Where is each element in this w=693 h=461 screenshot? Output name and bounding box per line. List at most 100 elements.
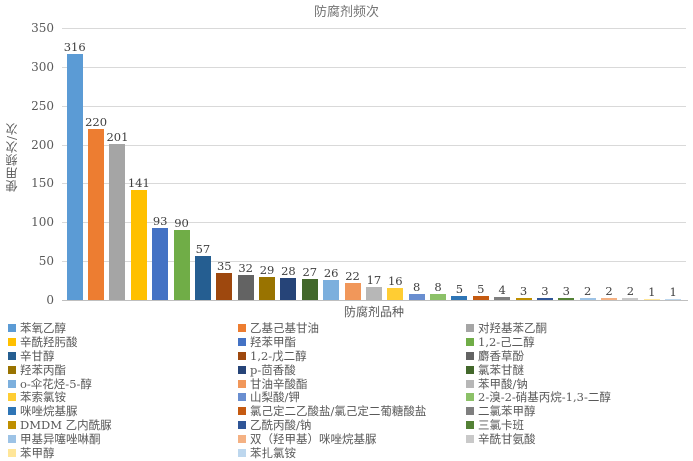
legend-label: 氯苯甘醚: [478, 362, 524, 377]
legend-swatch-icon: [238, 435, 246, 444]
legend-item-18: 2-溴-2-硝基丙烷-1,3-二醇: [466, 390, 693, 404]
legend-label: 羟苯甲酯: [250, 334, 296, 349]
legend-label: 苯索氯铵: [20, 390, 66, 405]
bar-value-label: 1: [669, 285, 677, 299]
bar-slot-29: 1: [663, 28, 684, 300]
bar-slot-17: 8: [406, 28, 427, 300]
bar: [152, 228, 169, 300]
bar-value-label: 2: [584, 284, 592, 298]
legend-label: 1,2-戊二醇: [250, 348, 307, 363]
legend-swatch-icon: [8, 393, 16, 402]
legend-label: 双（羟甲基）咪唑烷基脲: [250, 432, 377, 447]
bar-slot-10: 29: [256, 28, 277, 300]
legend-swatch-icon: [8, 407, 16, 416]
bar: [194, 256, 211, 300]
bar-slot-22: 3: [513, 28, 534, 300]
legend-swatch-icon: [466, 365, 474, 374]
bar-value-label: 35: [216, 259, 232, 273]
legend-item-12: 氯苯甘醚: [466, 363, 693, 377]
x-axis-title: 防腐剂品种: [343, 305, 404, 319]
legend-label: 苯甲酸/钠: [478, 376, 528, 391]
legend-swatch-icon: [238, 337, 246, 346]
bar: [323, 280, 340, 300]
bar-slot-11: 28: [278, 28, 299, 300]
legend-label: 氯己定二乙酸盐/氯己定二葡糖酸盐: [250, 404, 427, 419]
bar-slot-14: 22: [342, 28, 363, 300]
legend-item-4: 辛酰羟肟酸: [8, 335, 238, 349]
legend-label: 山梨酸/钾: [250, 390, 300, 405]
legend-label: 1,2-己二醇: [478, 334, 535, 349]
gridline-300: [62, 67, 686, 68]
legend-item-1: 苯氧乙醇: [8, 321, 238, 335]
bar-slot-21: 4: [492, 28, 513, 300]
legend-label: 羟苯丙酯: [20, 362, 66, 377]
legend-item-5: 羟苯甲酯: [238, 335, 466, 349]
bar: [365, 287, 382, 300]
legend-swatch-icon: [8, 351, 16, 360]
bar-slot-19: 5: [449, 28, 470, 300]
legend-item-17: 山梨酸/钾: [238, 390, 466, 404]
y-tick-label-300: 300: [31, 60, 54, 74]
legend-swatch-icon: [466, 393, 474, 402]
bar: [536, 298, 553, 300]
bar-slot-5: 93: [150, 28, 171, 300]
legend-swatch-icon: [238, 421, 246, 430]
gridline-100: [62, 222, 686, 223]
legend: 苯氧乙醇 乙基己基甘油 对羟基苯乙酮 辛酰羟肟酸 羟苯甲酯 1,2-己二醇 辛甘醇 1,2-戊…: [8, 321, 693, 460]
bar-slot-6: 90: [171, 28, 192, 300]
bar-slot-23: 3: [534, 28, 555, 300]
legend-label: 辛酰甘氨酸: [478, 432, 536, 447]
bar-slot-1: 316: [63, 28, 86, 300]
bar-slot-26: 2: [598, 28, 619, 300]
legend-label: o-伞花烃-5-醇: [20, 376, 92, 391]
legend-item-22: DMDM 乙内酰脲: [8, 418, 238, 432]
legend-swatch-icon: [8, 379, 16, 388]
legend-label: 辛酰羟肟酸: [20, 334, 78, 349]
legend-swatch-icon: [238, 365, 246, 374]
bar: [301, 279, 318, 300]
bar: [451, 296, 468, 300]
bar-value-label: 16: [387, 274, 403, 288]
bar: [472, 296, 489, 300]
bar-value-label: 316: [63, 40, 86, 54]
legend-item-10: 羟苯丙酯: [8, 363, 238, 377]
legend-swatch-icon: [466, 379, 474, 388]
bar-slot-28: 1: [641, 28, 662, 300]
legend-label: DMDM 乙内酰脲: [20, 418, 112, 433]
bar-slot-9: 32: [235, 28, 256, 300]
bar-slot-4: 141: [128, 28, 150, 300]
legend-item-16: 苯索氯铵: [8, 390, 238, 404]
y-tick-label-250: 250: [31, 99, 54, 113]
legend-item-27: 辛酰甘氨酸: [466, 432, 693, 446]
legend-swatch-icon: [8, 435, 16, 444]
legend-swatch-icon: [238, 393, 246, 402]
legend-swatch-icon: [238, 379, 246, 388]
bar-value-label: 32: [238, 261, 253, 275]
legend-swatch-icon: [238, 351, 246, 360]
legend-label: 辛甘醇: [20, 348, 55, 363]
bar-value-label: 220: [85, 115, 108, 129]
legend-swatch-icon: [8, 323, 16, 332]
legend-label: 麝香草酚: [478, 348, 524, 363]
bar-slot-2: 220: [85, 28, 108, 300]
legend-swatch-icon: [8, 337, 16, 346]
legend-swatch-icon: [466, 337, 474, 346]
bar: [408, 294, 425, 300]
legend-label: 甲基异噻唑啉酮: [20, 432, 101, 447]
legend-swatch-icon: [238, 323, 246, 332]
bar-value-label: 17: [366, 273, 382, 287]
legend-item-13: o-伞花烃-5-醇: [8, 377, 238, 391]
bar-slot-25: 2: [577, 28, 598, 300]
bar-value-label: 4: [498, 283, 506, 297]
bar: [259, 277, 276, 300]
bar: [643, 299, 660, 300]
y-tick-label-150: 150: [31, 176, 54, 190]
legend-label: 苯甲醇: [20, 445, 55, 460]
y-tick-label-350: 350: [31, 21, 54, 35]
legend-swatch-icon: [466, 351, 474, 360]
bar-value-label: 2: [626, 284, 635, 298]
bar: [387, 288, 404, 300]
bar: [109, 144, 126, 300]
legend-item-28: 苯甲醇: [8, 446, 238, 460]
